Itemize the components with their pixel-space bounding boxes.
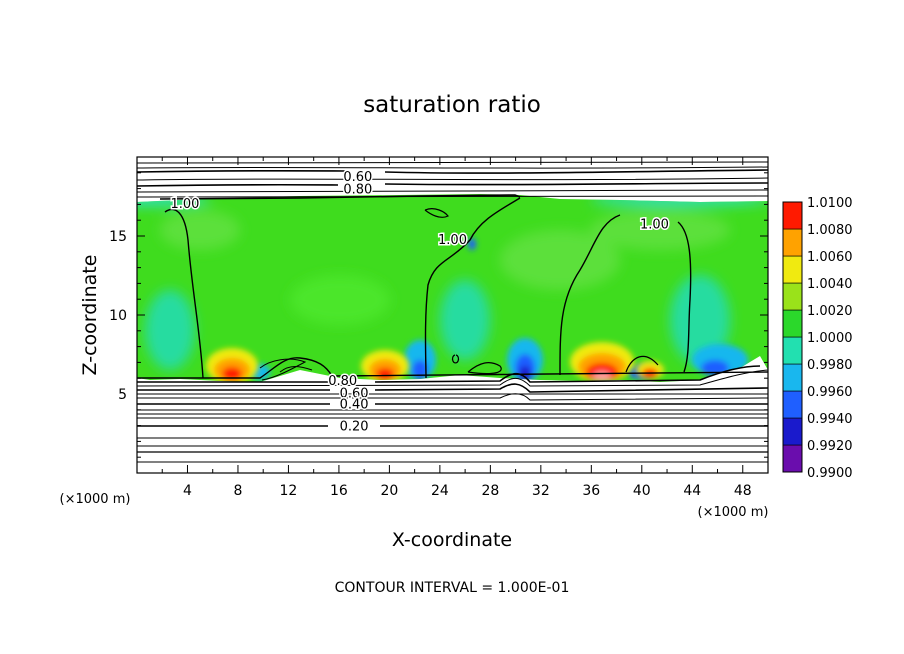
contour-lines (137, 161, 768, 463)
chart-title: saturation ratio (363, 92, 541, 118)
contour-label: 1.00 (438, 233, 467, 248)
contour-labels: 0.600.801.001.001.000.800.600.400.20 (169, 168, 670, 436)
x-tick-label: 24 (431, 483, 449, 499)
colorbar-level-label: 1.0060 (807, 250, 853, 265)
colorbar-level-label: 0.9900 (807, 466, 853, 481)
contour-label: 0.80 (328, 374, 357, 389)
y-axis-label: Z-coordinate (79, 255, 101, 376)
x-tick-label: 12 (280, 483, 298, 499)
contour-label: 0.80 (343, 183, 372, 198)
colorbar-swatch (782, 201, 803, 230)
colorbar-level-label: 0.9960 (807, 385, 853, 400)
colorbar-level-label: 1.0020 (807, 304, 853, 319)
contour-label: 1.00 (170, 197, 199, 212)
colorbar-swatch (782, 282, 803, 311)
x-tick-label: 40 (633, 483, 651, 499)
colorbar-swatch (782, 363, 803, 392)
x-axis-label: X-coordinate (392, 529, 512, 551)
contour-label: 0.40 (340, 397, 369, 412)
x-tick-label: 32 (532, 483, 550, 499)
colorbar-level-label: 0.9980 (807, 358, 853, 373)
colorbar: 0.9900 0.9920 0.9940 0.9960 0.9980 1.0000 1.00… (782, 196, 853, 481)
x-tick-label: 16 (330, 483, 348, 499)
colorbar-swatch (782, 255, 803, 284)
x-tick-label: 4 (183, 483, 192, 499)
x-tick-label: 20 (380, 483, 398, 499)
colorbar-level-label: 1.0080 (807, 223, 853, 238)
y-unit-label: (×1000 m) (60, 492, 131, 507)
cloud-field (137, 194, 768, 382)
contour-label: 1.00 (640, 217, 669, 232)
contour-label: 0.60 (343, 170, 372, 185)
colorbar-swatch (782, 444, 803, 473)
y-tick-label: 5 (118, 387, 127, 403)
x-tick-label: 44 (683, 483, 701, 499)
y-tick-label: 15 (109, 229, 127, 245)
x-tick-label: 48 (734, 483, 752, 499)
colorbar-level-label: 0.9920 (807, 439, 853, 454)
colorbar-level-label: 1.0000 (807, 331, 853, 346)
contour-label: 0.60 (340, 386, 369, 401)
colorbar-frame (782, 201, 803, 473)
colorbar-level-label: 1.0040 (807, 277, 853, 292)
y-axis: 5 10 15 (109, 172, 768, 458)
contour-label: 0.20 (340, 420, 369, 435)
colorbar-level-label: 1.0100 (807, 196, 853, 211)
colorbar-swatch (782, 417, 803, 446)
x-axis: 4 8 12 16 20 24 28 32 36 40 44 48 (161, 157, 752, 499)
x-tick-label: 8 (233, 483, 242, 499)
x-tick-label: 36 (582, 483, 600, 499)
colorbar-level-label: 0.9940 (807, 412, 853, 427)
colorbar-swatch (782, 228, 803, 257)
x-unit-label: (×1000 m) (698, 505, 769, 520)
contour-interval-note: CONTOUR INTERVAL = 1.000E-01 (335, 580, 570, 596)
y-tick-label: 10 (109, 308, 127, 324)
x-tick-label: 28 (481, 483, 499, 499)
colorbar-swatch (782, 336, 803, 365)
colorbar-swatch (782, 309, 803, 338)
colorbar-swatch (782, 390, 803, 419)
